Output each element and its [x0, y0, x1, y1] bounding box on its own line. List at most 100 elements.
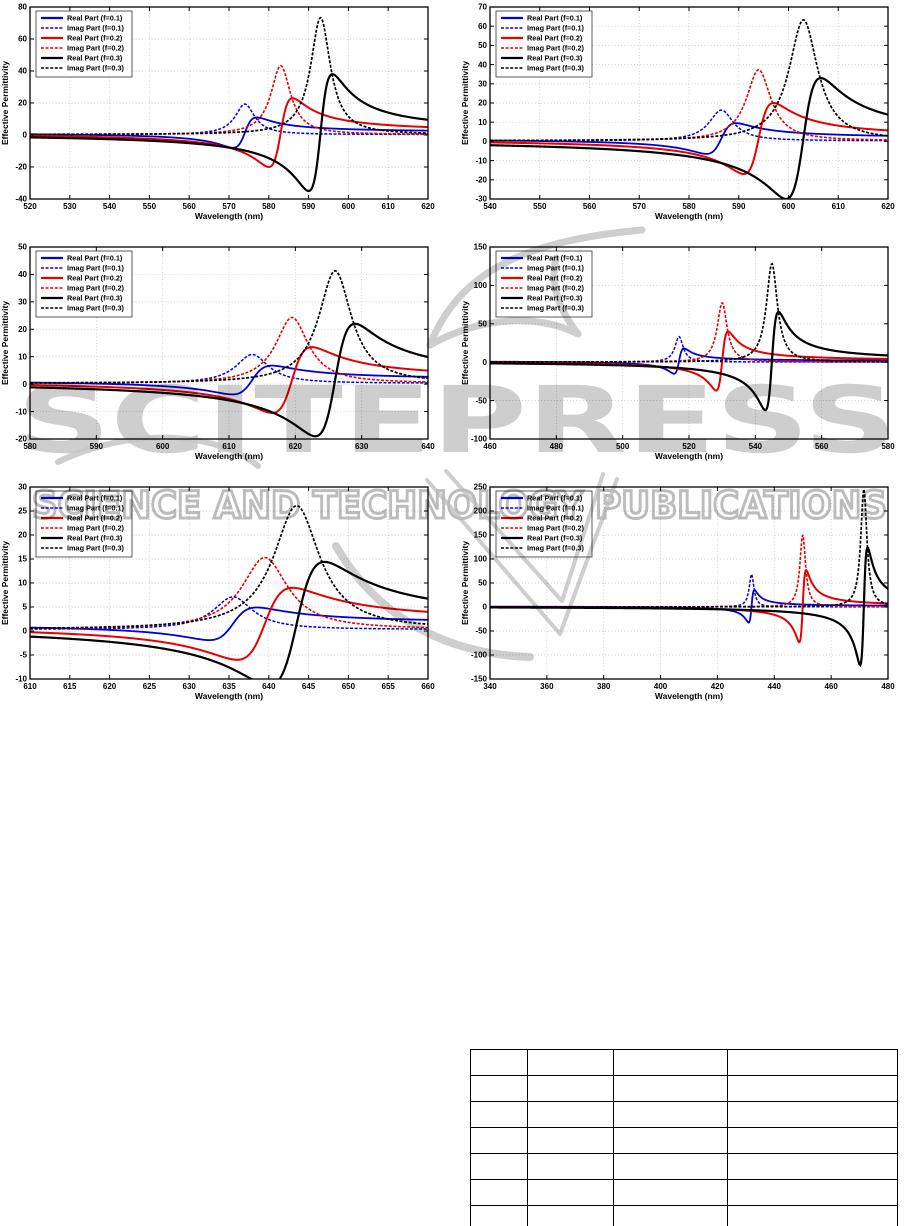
chart-bottom-left: 610 615 620 625 630 635 640 645 650 655 660 -10 -5 0 5…: [0, 480, 442, 708]
x-tick-label: 650: [342, 682, 356, 691]
x-tick-label: 590: [732, 202, 746, 211]
x-tick-label: 660: [421, 682, 435, 691]
y-tick-label: 30: [478, 80, 487, 89]
table-cell: [613, 1205, 728, 1226]
y-tick-label: 70: [478, 3, 487, 12]
y-tick-label: 50: [478, 41, 487, 50]
y-tick-label: 20: [18, 99, 27, 108]
table-row: [470, 1179, 898, 1206]
x-tick-label: 380: [597, 682, 611, 691]
x-tick-label: 560: [815, 442, 829, 451]
chart-canvas: 610 615 620 625 630 635 640 645 650 655 660 -10 -5 0 5…: [0, 483, 435, 701]
y-tick-label: 80: [18, 3, 27, 12]
table-row: [470, 1127, 898, 1154]
table-row: [470, 1049, 898, 1076]
y-tick-label: 30: [18, 298, 27, 307]
x-tick-label: 530: [63, 202, 77, 211]
series-real-f0.3: [490, 76, 888, 199]
legend-label: Imag Part (f=0.2): [527, 283, 585, 292]
y-tick-label: 0: [23, 131, 28, 140]
y-tick-label: 200: [474, 507, 488, 516]
x-tick-label: 540: [483, 202, 497, 211]
legend-label: Imag Part (f=0.3): [67, 543, 125, 552]
table-cell: [613, 1075, 728, 1102]
table-cell: [613, 1049, 728, 1076]
series-real-f0.3: [490, 310, 888, 412]
grid-lines: [30, 487, 428, 679]
y-axis-label: Effective Permittivity: [0, 541, 10, 625]
x-tick-label: 620: [881, 202, 895, 211]
table-cell: [470, 1205, 528, 1226]
table-cell: [527, 1127, 614, 1154]
x-tick-label: 440: [768, 682, 782, 691]
legend-label: Imag Part (f=0.1): [527, 23, 585, 32]
x-axis-label: Wavelength (nm): [195, 451, 263, 461]
legend-label: Real Part (f=0.3): [67, 533, 123, 542]
x-tick-label: 620: [421, 202, 435, 211]
table: [470, 1049, 898, 1226]
table-cell: [470, 1127, 528, 1154]
y-tick-label: -30: [475, 195, 487, 204]
chart-canvas: 460 480 500 520 540 560 580 -100 -50 0 50 100 150 Wav…: [460, 243, 895, 461]
table-row: [470, 1205, 898, 1226]
y-axis-label: Effective Permittivity: [460, 301, 470, 385]
table-cell: [470, 1049, 528, 1076]
y-tick-label: -20: [15, 163, 27, 172]
legend-label: Imag Part (f=0.3): [527, 63, 585, 72]
legend-label: Real Part (f=0.1): [67, 13, 123, 22]
x-tick-label: 580: [682, 202, 696, 211]
table-cell: [727, 1153, 898, 1180]
x-tick-label: 540: [103, 202, 117, 211]
grid-lines: [30, 7, 428, 199]
x-tick-label: 655: [382, 682, 396, 691]
y-tick-label: -150: [471, 675, 488, 684]
y-tick-label: -100: [471, 435, 488, 444]
y-axis-label: Effective Permittivity: [460, 541, 470, 625]
y-tick-label: 10: [18, 352, 27, 361]
series-group: [490, 262, 888, 412]
y-tick-label: 60: [478, 22, 487, 31]
y-tick-label: -20: [475, 176, 487, 185]
y-tick-label: -5: [20, 651, 28, 660]
x-tick-label: 570: [633, 202, 647, 211]
y-tick-label: 40: [18, 270, 27, 279]
series-real-f0.1: [30, 364, 428, 396]
x-axis-label: Wavelength (nm): [195, 691, 263, 701]
y-tick-label: 100: [474, 281, 488, 290]
legend: Real Part (f=0.1)Imag Part (f=0.1)Real P…: [495, 250, 593, 318]
y-tick-label: 60: [18, 35, 27, 44]
table-cell: [470, 1179, 528, 1206]
legend: Real Part (f=0.1)Imag Part (f=0.1)Real P…: [35, 10, 133, 78]
y-tick-label: 10: [18, 579, 27, 588]
series-imag-f0.3: [490, 18, 888, 142]
y-tick-label: 0: [483, 137, 488, 146]
x-tick-label: 630: [355, 442, 369, 451]
chart-canvas: 580 590 600 610 620 630 640 -20 -10 0 10 20 30 40 50 Wa…: [0, 243, 435, 461]
legend: Real Part (f=0.1)Imag Part (f=0.1)Real P…: [35, 490, 133, 558]
x-tick-label: 580: [23, 442, 37, 451]
chart-canvas: 340 360 380 400 420 440 460 480 -150 -100 -50 0 50 10…: [460, 483, 895, 701]
y-axis-label: Effective Permittivity: [460, 61, 470, 145]
table-cell: [727, 1075, 898, 1102]
chart-canvas: 520 530 540 550 560 570 580 590 600 610 620 -40 -20 0…: [0, 3, 435, 221]
table-row: [470, 1101, 898, 1128]
y-tick-label: 50: [478, 320, 487, 329]
legend-label: Real Part (f=0.3): [67, 293, 123, 302]
y-tick-label: 100: [474, 555, 488, 564]
y-axis-label: Effective Permittivity: [0, 61, 10, 145]
y-tick-label: 15: [18, 555, 27, 564]
tick-labels: 540 550 560 570 580 590 600 610 620 -30 -20 -10 0 10 2…: [475, 3, 895, 211]
x-tick-label: 580: [881, 442, 895, 451]
x-tick-label: 580: [262, 202, 276, 211]
y-tick-label: 250: [474, 483, 488, 492]
legend-label: Imag Part (f=0.1): [67, 23, 125, 32]
y-tick-label: 40: [478, 60, 487, 69]
tick-labels: 610 615 620 625 630 635 640 645 650 655 660 -10 -5 0 5…: [15, 483, 435, 691]
x-tick-label: 645: [302, 682, 316, 691]
legend: Real Part (f=0.1)Imag Part (f=0.1)Real P…: [495, 490, 593, 558]
x-tick-label: 620: [103, 682, 117, 691]
legend-label: Real Part (f=0.3): [527, 293, 583, 302]
x-tick-label: 590: [90, 442, 104, 451]
table-cell: [727, 1205, 898, 1226]
